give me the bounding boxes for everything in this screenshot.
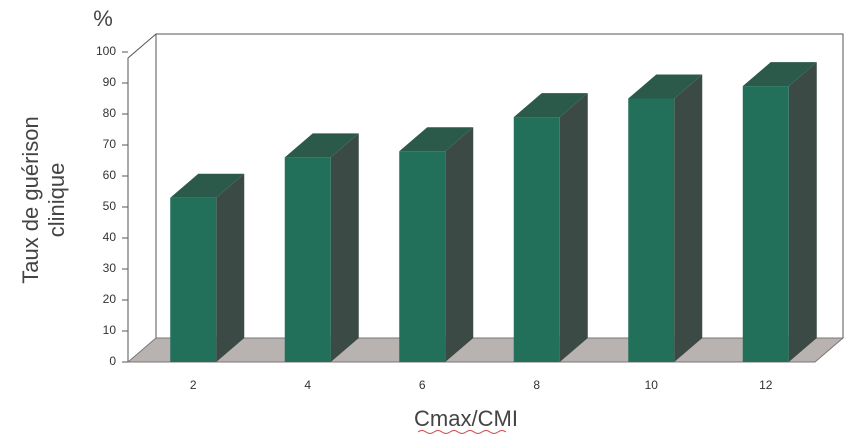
bar bbox=[742, 86, 789, 362]
bar-top bbox=[399, 127, 474, 152]
bar-side bbox=[445, 127, 474, 362]
bar bbox=[628, 98, 675, 362]
bar bbox=[284, 157, 331, 362]
underline bbox=[417, 430, 507, 434]
x-axis-title: Cmax/CMI bbox=[414, 406, 518, 431]
y-axis-title: clinique bbox=[44, 163, 69, 238]
bar bbox=[513, 117, 560, 362]
y-tick-label: 100 bbox=[96, 44, 116, 58]
back-wall bbox=[155, 33, 844, 338]
y-tick-label: 20 bbox=[103, 292, 117, 306]
left-wall bbox=[127, 33, 157, 362]
x-tick-label: 10 bbox=[645, 378, 659, 392]
y-tick-label: 60 bbox=[103, 168, 117, 182]
bar-top bbox=[284, 133, 359, 158]
y-unit: % bbox=[93, 6, 113, 31]
x-tick-label: 12 bbox=[759, 378, 773, 392]
x-tick-label: 4 bbox=[304, 378, 311, 392]
bar bbox=[399, 151, 446, 362]
x-tick-label: 2 bbox=[190, 378, 197, 392]
bar-side bbox=[216, 173, 245, 362]
y-tick-label: 0 bbox=[109, 354, 116, 368]
y-tick-label: 90 bbox=[103, 75, 117, 89]
y-tick-label: 80 bbox=[103, 106, 117, 120]
bar-side bbox=[330, 133, 359, 362]
bar bbox=[170, 197, 217, 362]
bar-side bbox=[674, 74, 703, 362]
bar-top bbox=[170, 173, 245, 198]
y-tick-label: 30 bbox=[103, 261, 117, 275]
bar-top bbox=[628, 74, 703, 99]
y-tick-label: 10 bbox=[103, 323, 117, 337]
x-tick-label: 6 bbox=[419, 378, 426, 392]
y-tick-label: 70 bbox=[103, 137, 117, 151]
bar-top bbox=[742, 62, 817, 87]
y-tick-label: 50 bbox=[103, 199, 117, 213]
x-tick-label: 8 bbox=[533, 378, 540, 392]
bar-top bbox=[513, 93, 588, 118]
y-tick-label: 40 bbox=[103, 230, 117, 244]
y-axis-title: Taux de guérison bbox=[18, 116, 43, 284]
bar-side bbox=[788, 62, 817, 362]
bar-side bbox=[559, 93, 588, 362]
